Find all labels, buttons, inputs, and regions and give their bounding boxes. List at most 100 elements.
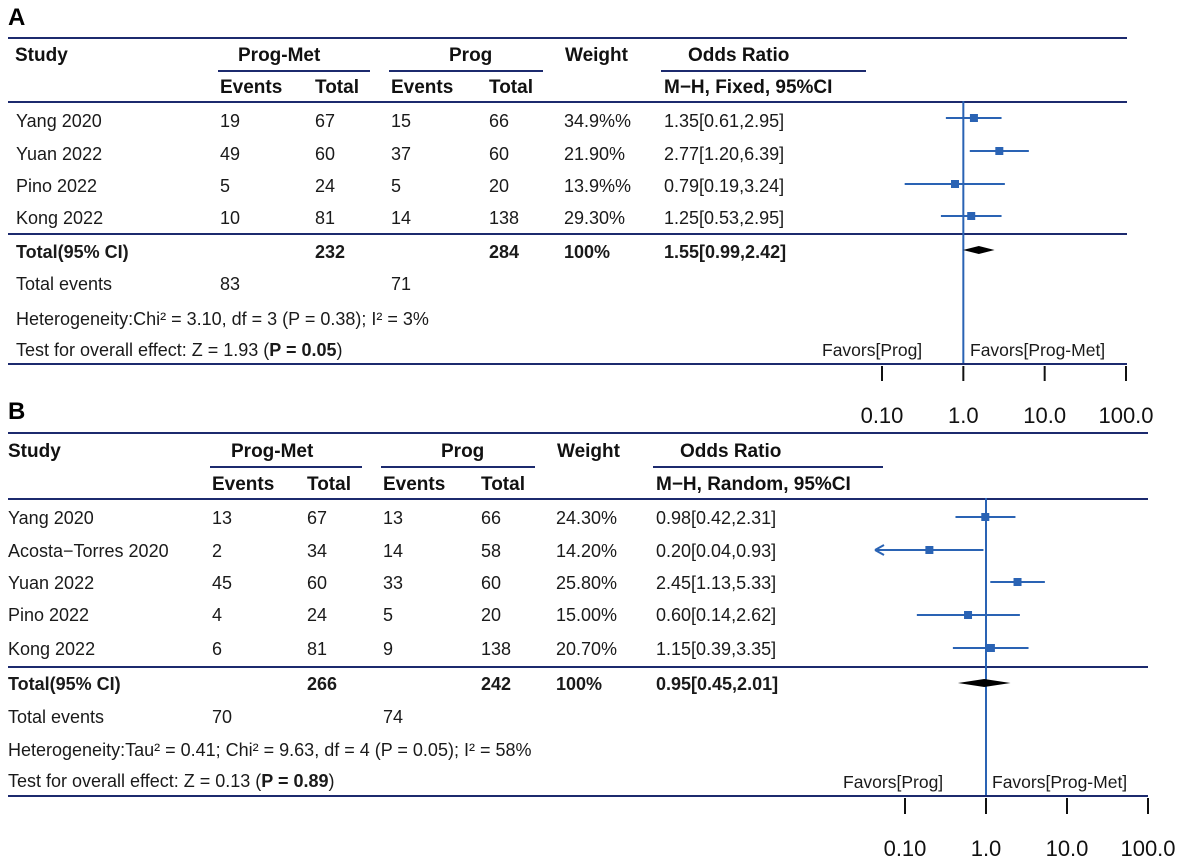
header-events-2: Events	[383, 474, 446, 495]
weight: 20.70%	[556, 639, 618, 659]
header-total-1: Total	[307, 474, 351, 495]
top-rule	[8, 37, 1127, 39]
total-1: 24	[307, 605, 328, 625]
events-2: 5	[383, 605, 394, 625]
x-tick-label: 10.0	[1023, 403, 1067, 428]
total-2: 284	[489, 242, 520, 262]
x-tick-label: 10.0	[1045, 836, 1089, 861]
header-total-2: Total	[481, 474, 525, 495]
header-total-1: Total	[315, 77, 359, 98]
total-odds-ratio-ci: 1.55[0.99,2.42]	[664, 242, 787, 262]
total-weight: 100%	[556, 674, 603, 694]
study-name: Yang 2020	[8, 508, 94, 528]
odds-ratio-ci: 0.98[0.42,2.31]	[656, 508, 777, 528]
events-1: 10	[220, 208, 241, 228]
header-group2: Prog	[449, 45, 493, 66]
total-1: 232	[315, 242, 346, 262]
total-events-label: Total events	[8, 707, 105, 727]
total-rule	[8, 233, 1127, 235]
study-name: Pino 2022	[8, 605, 90, 625]
overall-close: )	[336, 340, 343, 360]
total-2: 66	[489, 111, 510, 131]
x-tick-label: 0.10	[860, 403, 904, 428]
events-2: 13	[383, 508, 404, 528]
total-2: 60	[489, 144, 510, 164]
events-2: 14	[383, 541, 404, 561]
weight: 13.9%%	[564, 176, 632, 196]
header-group2: Prog	[441, 441, 485, 462]
total-1: 24	[315, 176, 336, 196]
odds-ratio-ci: 0.60[0.14,2.62]	[656, 605, 777, 625]
weight: 14.20%	[556, 541, 618, 561]
panel-label: A	[8, 4, 26, 31]
heterogeneity-label: Heterogeneity:	[8, 740, 126, 760]
total-weight: 100%	[564, 242, 611, 262]
events-1: 2	[212, 541, 223, 561]
header-method: M−H, Random, 95%CI	[656, 474, 851, 495]
point-estimate	[951, 180, 960, 188]
point-estimate	[964, 611, 973, 619]
overall-effect-text: Test for overall effect: Z = 0.13 (	[8, 771, 262, 791]
header-odds-ratio: Odds Ratio	[680, 441, 782, 462]
events-1: 13	[212, 508, 233, 528]
odds-ratio-ci: 1.35[0.61,2.95]	[664, 111, 785, 131]
total-label: Total(95% CI)	[8, 674, 121, 694]
forest-plot-b	[874, 498, 1149, 814]
total-rule	[8, 666, 1148, 668]
pooled-diamond	[957, 679, 1011, 687]
point-estimate	[995, 147, 1004, 155]
header-odds-ratio: Odds Ratio	[688, 45, 790, 66]
study-name: Pino 2022	[16, 176, 98, 196]
heterogeneity-stats: Chi² = 3.10, df = 3 (P = 0.38); I² = 3%	[133, 309, 429, 329]
x-tick-label: 100.0	[1120, 836, 1176, 861]
odds-ratio-ci: 2.77[1.20,6.39]	[664, 144, 785, 164]
x-tick-label: 0.10	[883, 836, 927, 861]
x-tick-label: 100.0	[1098, 403, 1154, 428]
ci-arrow-left	[874, 544, 885, 556]
total-2: 58	[481, 541, 502, 561]
odds-ratio-ci: 0.20[0.04,0.93]	[656, 541, 777, 561]
odds-ratio-ci: 2.45[1.13,5.33]	[656, 573, 777, 593]
odds-ratio-ci: 1.15[0.39,3.35]	[656, 639, 777, 659]
header-events-2: Events	[391, 77, 454, 98]
overall-p-value: P = 0.05	[269, 340, 337, 360]
total-label: Total(95% CI)	[16, 242, 129, 262]
odds-ratio-ci: 1.25[0.53,2.95]	[664, 208, 785, 228]
study-name: Yuan 2022	[16, 144, 103, 164]
total-2: 66	[481, 508, 502, 528]
weight: 25.80%	[556, 573, 618, 593]
weight: 34.9%%	[564, 111, 632, 131]
weight: 15.00%	[556, 605, 618, 625]
total-2: 138	[489, 208, 520, 228]
total-1: 67	[307, 508, 328, 528]
overall-p-value: P = 0.89	[261, 771, 329, 791]
events-2: 9	[383, 639, 394, 659]
total-2: 138	[481, 639, 512, 659]
total-1: 81	[307, 639, 328, 659]
heterogeneity: Heterogeneity:Tau² = 0.41; Chi² = 9.63, …	[8, 741, 531, 759]
total-odds-ratio-ci: 0.95[0.45,2.01]	[656, 674, 779, 694]
total-events-1: 70	[212, 707, 233, 727]
header-total-2: Total	[489, 77, 533, 98]
study-name: Yuan 2022	[8, 573, 95, 593]
heterogeneity: Heterogeneity:Chi² = 3.10, df = 3 (P = 0…	[16, 310, 429, 328]
events-1: 4	[212, 605, 223, 625]
x-tick-label: 1.0	[948, 403, 979, 428]
total-events-label: Total events	[16, 274, 113, 294]
header-group1: Prog-Met	[238, 45, 321, 66]
header-rule	[8, 498, 1148, 500]
total-2: 20	[489, 176, 510, 196]
events-2: 5	[391, 176, 402, 196]
overall-effect: Test for overall effect: Z = 1.93 (P = 0…	[16, 341, 343, 359]
weight: 24.30%	[556, 508, 618, 528]
top-rule	[8, 432, 1148, 434]
events-2: 33	[383, 573, 404, 593]
x-tick-label: 1.0	[970, 836, 1002, 861]
heterogeneity-stats: Tau² = 0.41; Chi² = 9.63, df = 4 (P = 0.…	[125, 740, 532, 760]
header-rule	[8, 101, 1127, 103]
favors-left: Favors[Prog]	[843, 772, 944, 792]
header-events-1: Events	[220, 77, 283, 98]
study-name: Kong 2022	[16, 208, 104, 228]
events-2: 15	[391, 111, 412, 131]
bottom-rule	[8, 795, 1148, 797]
